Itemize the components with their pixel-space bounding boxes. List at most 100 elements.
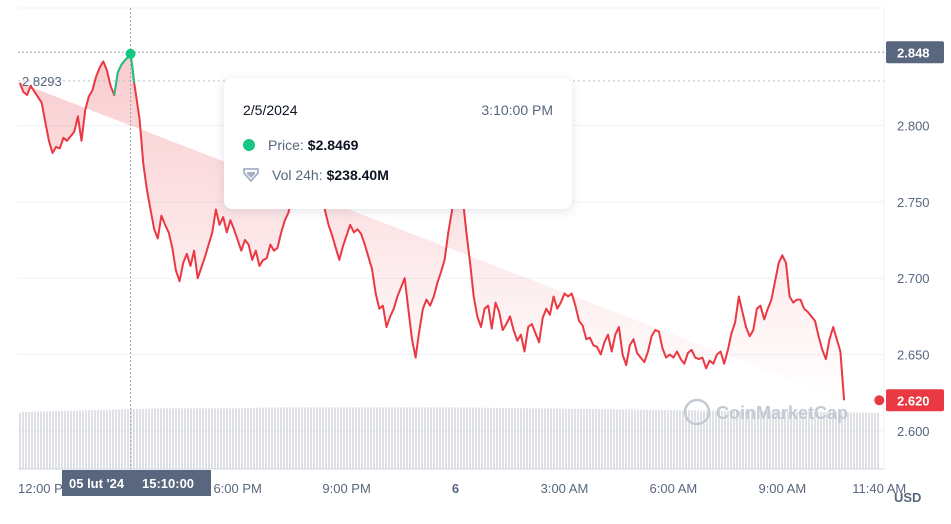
volume-bar xyxy=(121,409,123,469)
volume-bar xyxy=(673,410,675,469)
volume-bar xyxy=(193,408,195,469)
x-tick-label: 9:00 AM xyxy=(758,481,806,496)
volume-bar xyxy=(346,407,348,469)
volume-bar xyxy=(190,408,192,469)
volume-bar xyxy=(226,408,228,469)
volume-bar xyxy=(445,407,447,469)
volume-bar xyxy=(361,407,363,469)
volume-bar xyxy=(781,411,783,469)
volume-bar xyxy=(559,408,561,469)
volume-bar xyxy=(745,411,747,469)
volume-bar xyxy=(856,412,858,469)
volume-bar xyxy=(274,407,276,469)
volume-bar xyxy=(733,410,735,469)
volume-bar xyxy=(481,407,483,469)
tooltip-price-label: Price: xyxy=(268,137,304,153)
volume-bar xyxy=(610,409,612,469)
volume-bar xyxy=(808,411,810,469)
volume-bar xyxy=(154,408,156,469)
volume-bar xyxy=(229,408,231,469)
volume-bar xyxy=(538,408,540,469)
volume-bar xyxy=(34,411,36,469)
volume-bar xyxy=(151,408,153,469)
volume-bar xyxy=(364,407,366,469)
volume-bar xyxy=(721,410,723,469)
volume-bar xyxy=(412,407,414,469)
volume-bar xyxy=(451,407,453,469)
volume-bar xyxy=(658,409,660,469)
volume-bar xyxy=(766,411,768,469)
coinmarketcap-logo-icon xyxy=(683,398,711,426)
watermark-text: CoinMarketCap xyxy=(716,403,848,423)
volume-bar xyxy=(508,408,510,469)
volume-bar xyxy=(172,408,174,469)
volume-bar xyxy=(127,409,129,469)
price-dot-icon xyxy=(243,139,255,151)
volume-bar xyxy=(763,411,765,469)
volume-bar xyxy=(430,407,432,469)
volume-bar xyxy=(493,407,495,469)
volume-bar xyxy=(211,408,213,469)
volume-bar xyxy=(682,410,684,469)
volume-bars xyxy=(19,407,879,469)
volume-bar xyxy=(595,409,597,469)
volume-bar xyxy=(214,408,216,469)
volume-bar xyxy=(397,407,399,469)
hover-time-label: 15:10:00 xyxy=(142,476,194,491)
x-tick-label: 3:00 AM xyxy=(541,481,589,496)
volume-bar xyxy=(526,408,528,469)
volume-bar xyxy=(367,407,369,469)
volume-bar xyxy=(289,407,291,469)
volume-bar xyxy=(208,408,210,469)
volume-bar xyxy=(349,407,351,469)
volume-bar xyxy=(697,410,699,469)
volume-bar xyxy=(466,407,468,469)
volume-bar xyxy=(637,409,639,469)
volume-bar xyxy=(373,407,375,469)
volume-bar xyxy=(73,410,75,469)
volume-bar xyxy=(220,408,222,469)
volume-bar xyxy=(163,408,165,469)
volume-bar xyxy=(43,411,45,469)
volume-bar xyxy=(796,411,798,469)
volume-bar xyxy=(529,408,531,469)
volume-bar xyxy=(583,408,585,469)
volume-bar xyxy=(751,411,753,469)
volume-bar xyxy=(175,408,177,469)
volume-bar xyxy=(205,408,207,469)
volume-bar xyxy=(67,410,69,469)
volume-bar xyxy=(805,411,807,469)
volume-bar xyxy=(691,410,693,469)
tooltip-price-row: Price: $2.8469 xyxy=(243,137,358,153)
tooltip-volume-row: Vol 24h: $238.40M xyxy=(243,167,389,183)
tooltip-price-value: $2.8469 xyxy=(307,137,359,153)
volume-bar xyxy=(280,407,282,469)
volume-bar xyxy=(646,409,648,469)
volume-bar xyxy=(268,407,270,469)
volume-bar xyxy=(382,407,384,469)
volume-bar xyxy=(706,410,708,469)
volume-bar xyxy=(319,407,321,469)
volume-bar xyxy=(463,407,465,469)
reference-lines xyxy=(18,8,884,469)
high-price-badge xyxy=(886,41,944,64)
volume-bar xyxy=(568,408,570,469)
volume-bar xyxy=(124,409,126,469)
volume-bar xyxy=(64,410,66,469)
tooltip-time: 3:10:00 PM xyxy=(481,102,553,118)
volume-bar xyxy=(511,408,513,469)
volume-bar xyxy=(700,410,702,469)
volume-bar xyxy=(865,412,867,469)
volume-bar xyxy=(286,407,288,469)
volume-bar xyxy=(247,408,249,469)
volume-bar xyxy=(283,407,285,469)
volume-bar xyxy=(94,410,96,469)
volume-bar xyxy=(820,411,822,469)
volume-bar xyxy=(718,410,720,469)
volume-bar xyxy=(112,409,114,469)
volume-bar xyxy=(79,410,81,469)
volume-bar xyxy=(811,411,813,469)
volume-bar xyxy=(301,407,303,469)
volume-bar xyxy=(241,408,243,469)
